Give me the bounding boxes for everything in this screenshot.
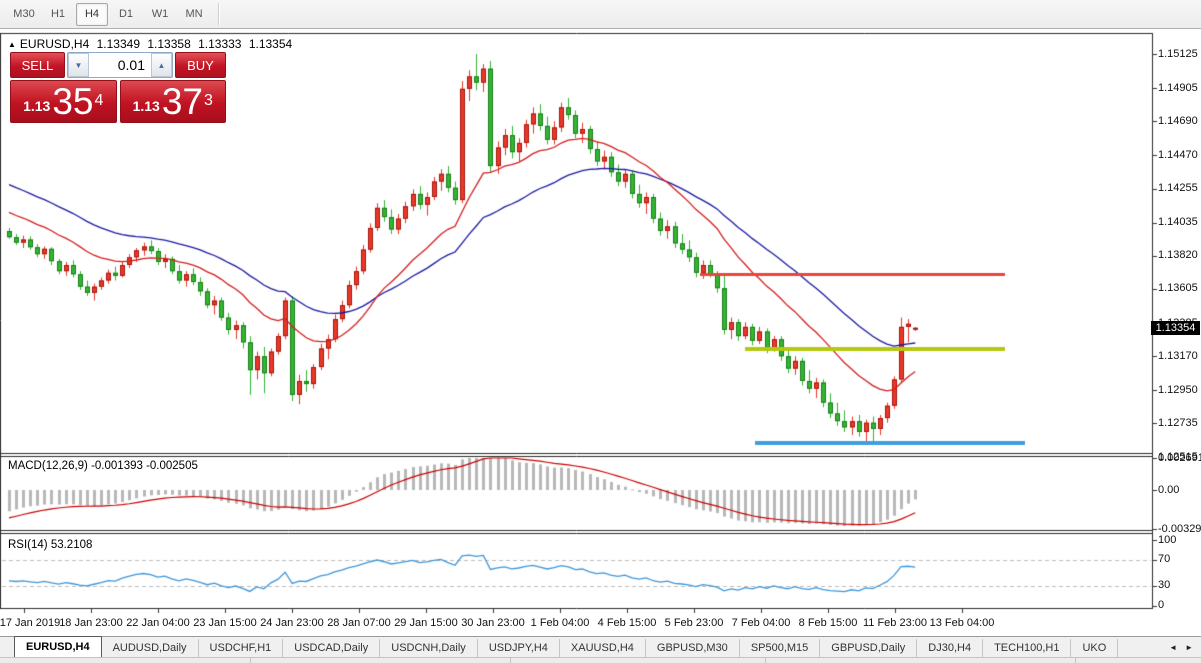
- symbol-tab-usdchf-h1[interactable]: USDCHF,H1: [199, 639, 284, 657]
- status-strip-divider: [1075, 657, 1076, 663]
- macd-axis-label: 0.002691: [1158, 451, 1201, 464]
- volume-decrease-button[interactable]: ▼: [68, 53, 89, 77]
- current-price-badge: 1.13354: [1151, 320, 1200, 335]
- symbol-tab-gbpusd-m30[interactable]: GBPUSD,M30: [646, 639, 740, 657]
- date-axis-label[interactable]: 24 Jan 23:00: [260, 617, 324, 629]
- ohlc-open: 1.13349: [96, 37, 141, 51]
- symbol-tab-bar: EURUSD,H4 AUDUSD,Daily USDCHF,H1 USDCAD,Dai…: [0, 636, 1201, 657]
- volume-increase-button[interactable]: ▲: [151, 53, 172, 77]
- symbol-tab-xauusd-h4[interactable]: XAUUSD,H4: [560, 639, 646, 657]
- date-axis-label[interactable]: 22 Jan 04:00: [126, 617, 190, 629]
- ohlc-high: 1.13358: [147, 37, 191, 51]
- date-axis-label[interactable]: 30 Jan 23:00: [461, 617, 525, 629]
- sell-price-prefix: 1.13: [23, 98, 51, 114]
- collapse-triangle-icon[interactable]: ▲: [8, 40, 16, 49]
- rsi-axis-label: 70: [1158, 553, 1171, 566]
- macd-axis-label: 0.00: [1158, 483, 1180, 496]
- tab-scroll-buttons: ◄ ►: [1165, 637, 1201, 657]
- date-axis-label[interactable]: 5 Feb 23:00: [664, 617, 724, 629]
- sell-button[interactable]: SELL: [10, 52, 65, 78]
- date-axis-label[interactable]: 8 Feb 15:00: [798, 617, 858, 629]
- symbol-tab-dj30-h4[interactable]: DJ30,H4: [917, 639, 984, 657]
- price-axis-label: 1.14470: [1158, 148, 1198, 161]
- symbol-tab-tech100-h1[interactable]: TECH100,H1: [983, 639, 1072, 657]
- price-axis-label: 1.14905: [1158, 81, 1198, 94]
- sell-price-main: 35: [52, 81, 94, 122]
- symbol-tab-usdjpy-h4[interactable]: USDJPY,H4: [478, 639, 560, 657]
- chart-symbol-label: EURUSD,H4: [19, 37, 90, 51]
- macd-indicator-label: MACD(12,26,9) -0.001393 -0.002505: [8, 460, 198, 472]
- buy-price-quote[interactable]: 1.13 37 3: [119, 80, 226, 123]
- buy-button[interactable]: BUY: [175, 52, 226, 78]
- status-strip-divider: [765, 657, 766, 663]
- price-axis-label: 1.14255: [1158, 182, 1198, 194]
- ohlc-close: 1.13354: [248, 37, 293, 51]
- sell-price-pipette: 4: [94, 92, 104, 109]
- price-axis-label: 1.12950: [1158, 383, 1198, 396]
- price-axis-label: 1.12515: [1158, 451, 1198, 463]
- date-axis-label[interactable]: 18 Jan 23:00: [59, 617, 123, 629]
- one-click-trade-panel: SELL ▼ ▲ BUY 1.13 35 4 1.13 37 3: [10, 52, 226, 123]
- price-axis-label: 1.13605: [1158, 282, 1198, 295]
- symbol-tab-uko[interactable]: UKO: [1071, 639, 1119, 657]
- price-axis-label: 1.13820: [1158, 249, 1198, 262]
- price-axis-label: 1.14035: [1158, 216, 1198, 228]
- price-axis-label: 1.14690: [1158, 114, 1198, 127]
- symbol-tab-eurusd-h4[interactable]: EURUSD,H4: [14, 636, 102, 657]
- price-axis-label: 1.13170: [1158, 349, 1198, 362]
- status-strip-divider: [510, 657, 511, 663]
- tab-scroll-left-icon[interactable]: ◄: [1169, 642, 1178, 652]
- date-axis-label[interactable]: 7 Feb 04:00: [731, 617, 791, 629]
- symbol-tab-usdcad-daily[interactable]: USDCAD,Daily: [283, 639, 381, 657]
- tab-scroll-right-icon[interactable]: ►: [1185, 642, 1193, 652]
- date-axis-label[interactable]: 4 Feb 15:00: [597, 617, 657, 629]
- symbol-tab-sp500-m15[interactable]: SP500,M15: [740, 639, 821, 657]
- buy-price-prefix: 1.13: [132, 98, 160, 114]
- rsi-axis-label: 100: [1158, 533, 1177, 546]
- volume-spinner: ▼ ▲: [67, 52, 173, 78]
- rsi-axis-label: 30: [1158, 579, 1171, 592]
- status-strip: [0, 657, 1201, 663]
- volume-input[interactable]: [89, 53, 151, 77]
- buy-price-main: 37: [161, 81, 203, 122]
- status-strip-divider: [250, 657, 251, 663]
- date-axis-label[interactable]: 23 Jan 15:00: [193, 617, 257, 629]
- date-axis-label[interactable]: 17 Jan 2019: [0, 617, 61, 629]
- price-axis-label: 1.15125: [1158, 47, 1198, 60]
- sell-price-quote[interactable]: 1.13 35 4: [10, 80, 117, 123]
- date-axis-label[interactable]: 13 Feb 04:00: [929, 617, 995, 629]
- macd-axis-label: -0.003296: [1158, 522, 1201, 535]
- date-axis-label[interactable]: 11 Feb 23:00: [862, 617, 928, 629]
- price-axis-label: 1.12735: [1158, 416, 1198, 429]
- date-axis-label[interactable]: 1 Feb 04:00: [530, 617, 590, 629]
- date-axis-label[interactable]: 28 Jan 07:00: [327, 617, 391, 629]
- symbol-tab-usdcnh-daily[interactable]: USDCNH,Daily: [380, 639, 478, 657]
- symbol-tab-gbpusd-daily[interactable]: GBPUSD,Daily: [820, 639, 918, 657]
- rsi-indicator-label: RSI(14) 53.2108: [8, 539, 93, 551]
- buy-price-pipette: 3: [204, 92, 213, 109]
- date-axis-label[interactable]: 29 Jan 15:00: [394, 617, 458, 629]
- rsi-axis-label: 0: [1158, 599, 1165, 611]
- ohlc-low: 1.13333: [198, 37, 242, 51]
- chart-title: ▲ EURUSD,H4 1.13349 1.13358 1.13333 1.133…: [8, 37, 296, 51]
- symbol-tab-audusd-daily[interactable]: AUDUSD,Daily: [102, 639, 199, 657]
